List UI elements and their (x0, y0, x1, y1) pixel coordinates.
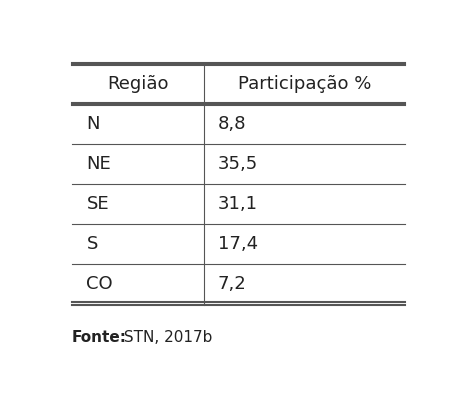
Text: 7,2: 7,2 (218, 275, 247, 292)
Text: Região: Região (107, 75, 169, 93)
Text: 35,5: 35,5 (218, 155, 258, 173)
Text: CO: CO (86, 275, 113, 292)
Text: 8,8: 8,8 (218, 115, 246, 133)
Text: N: N (86, 115, 100, 133)
Text: STN, 2017b: STN, 2017b (119, 330, 212, 345)
Text: Participação %: Participação % (237, 75, 371, 93)
Text: NE: NE (86, 155, 111, 173)
Text: S: S (86, 235, 98, 252)
Text: 17,4: 17,4 (218, 235, 258, 252)
Text: Fonte:: Fonte: (72, 330, 127, 345)
Text: SE: SE (86, 195, 109, 213)
Text: 31,1: 31,1 (218, 195, 258, 213)
